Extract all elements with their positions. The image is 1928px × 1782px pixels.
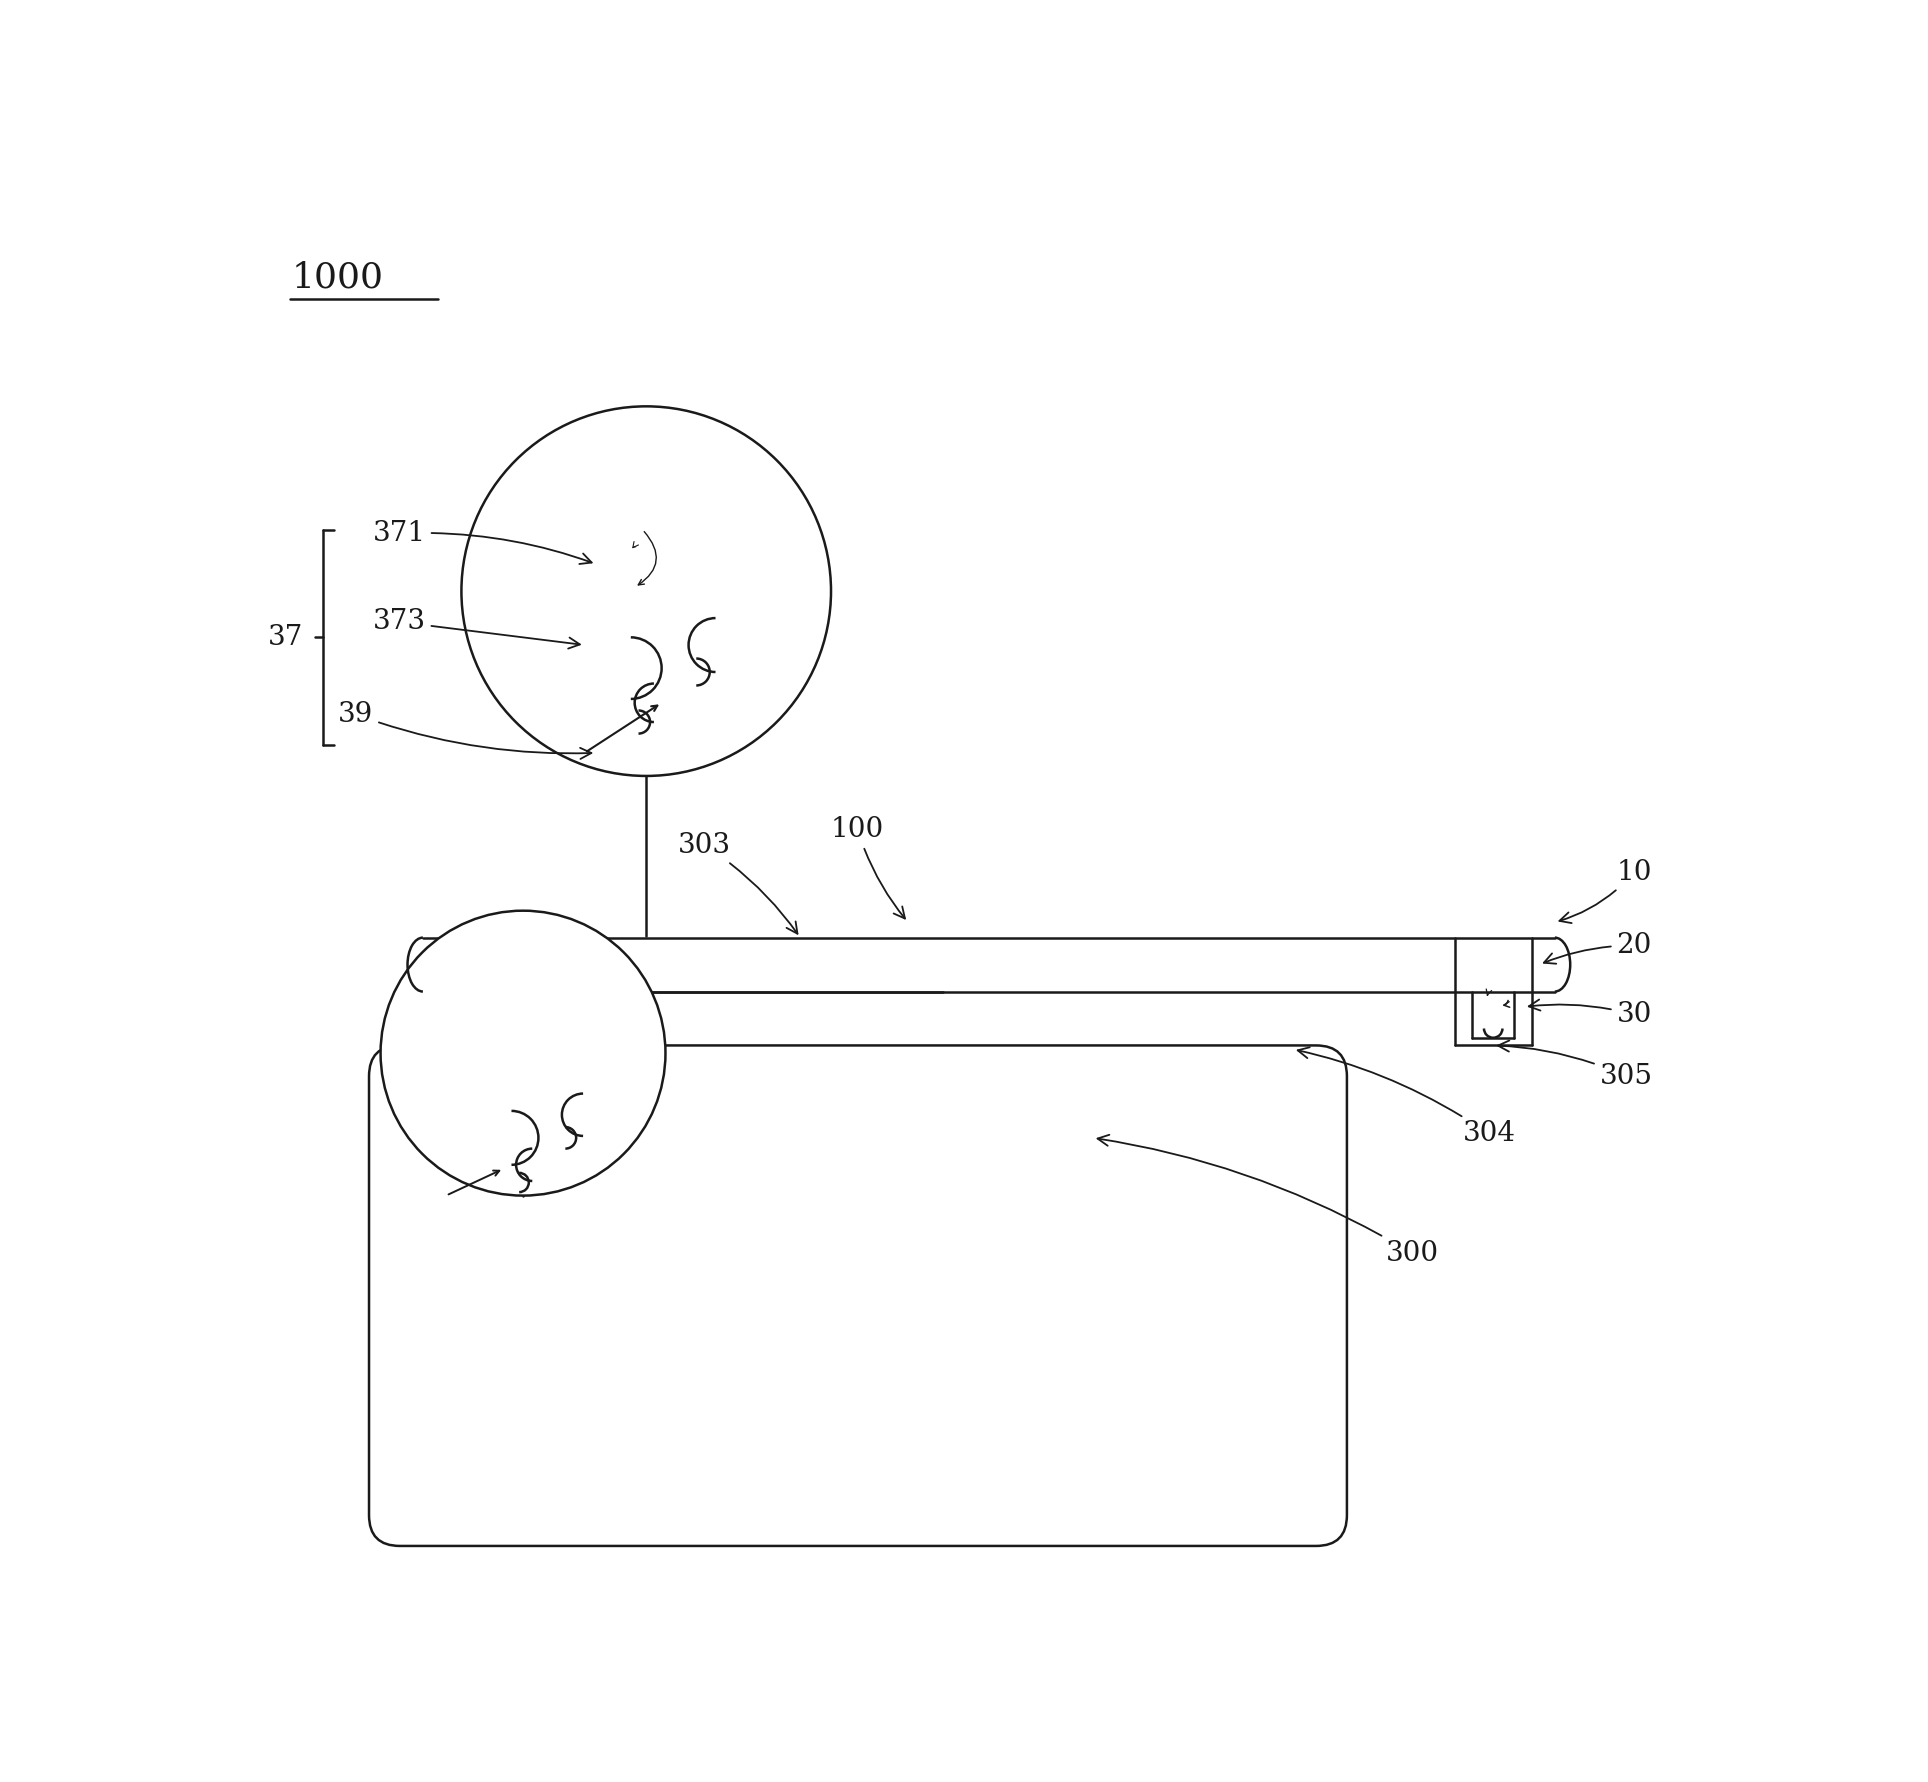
Text: 10: 10	[1560, 859, 1652, 923]
Text: 373: 373	[372, 608, 580, 649]
Text: 37: 37	[268, 624, 303, 650]
Text: 305: 305	[1498, 1041, 1652, 1091]
Text: 100: 100	[831, 816, 904, 918]
Text: 303: 303	[679, 832, 798, 934]
Text: 300: 300	[1097, 1135, 1438, 1267]
Text: 371: 371	[372, 520, 592, 563]
Text: 20: 20	[1544, 932, 1652, 964]
Text: 1000: 1000	[291, 260, 384, 294]
FancyBboxPatch shape	[368, 1046, 1348, 1547]
Text: 39: 39	[337, 700, 592, 759]
Circle shape	[461, 406, 831, 775]
Text: 304: 304	[1298, 1048, 1515, 1148]
Circle shape	[380, 911, 665, 1196]
Text: 30: 30	[1529, 1000, 1652, 1028]
